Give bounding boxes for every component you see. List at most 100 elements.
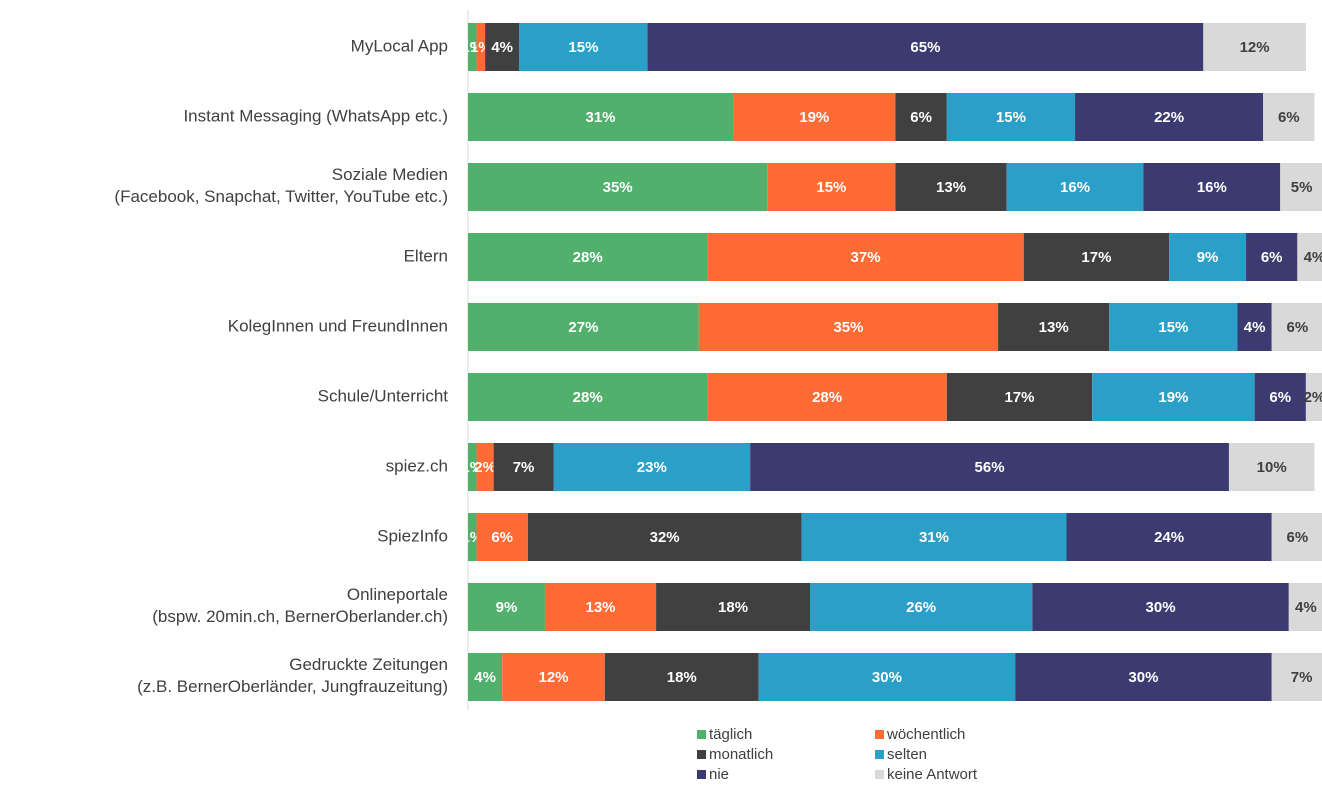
value-label: 18% [718, 599, 748, 616]
bar-segment [1015, 653, 1272, 701]
bar-segment [656, 583, 810, 631]
category-label: MyLocal App [351, 36, 448, 55]
bar-segment [1297, 233, 1322, 281]
legend-swatch [697, 750, 706, 759]
value-label: 2% [474, 459, 496, 476]
bar-segment [1075, 93, 1264, 141]
bar-segment [604, 653, 759, 701]
bar-segment [1237, 303, 1272, 351]
bar-segment [1271, 513, 1322, 561]
bar-segment [946, 373, 1093, 421]
value-label: 37% [851, 249, 881, 266]
category-label: spiez.ch [386, 456, 448, 475]
bar-segment [468, 163, 768, 211]
value-label: 6% [1287, 319, 1309, 336]
value-label: 7% [1291, 669, 1313, 686]
legend-swatch [875, 770, 884, 779]
bar-segment [519, 23, 648, 71]
bar-segment [527, 513, 802, 561]
bar-segment [998, 303, 1110, 351]
bar-segment [1109, 303, 1238, 351]
bar-segment [1254, 373, 1306, 421]
bar-segment [468, 233, 708, 281]
bar-segment [647, 23, 1204, 71]
bar-segment [468, 653, 503, 701]
bar-segment [1143, 163, 1281, 211]
value-label: 16% [1060, 179, 1090, 196]
bar-segment [502, 653, 605, 701]
category-label: Schule/Unterricht [318, 386, 449, 405]
legend-label: monatlich [709, 746, 773, 763]
value-label: 30% [872, 669, 902, 686]
value-label: 6% [1261, 249, 1283, 266]
value-label: 26% [906, 599, 936, 616]
value-label: 35% [603, 179, 633, 196]
bar-segment [493, 443, 554, 491]
value-label: 17% [1004, 389, 1034, 406]
category-label: Gedruckte Zeitungen (z.B. BernerOberlände… [137, 655, 448, 696]
value-label: 31% [586, 109, 616, 126]
value-label: 6% [1278, 109, 1300, 126]
value-label: 7% [513, 459, 535, 476]
legend-swatch [697, 770, 706, 779]
value-label: 56% [975, 459, 1005, 476]
value-label: 15% [568, 39, 598, 56]
value-label: 15% [1158, 319, 1188, 336]
value-label: 4% [474, 669, 496, 686]
value-label: 12% [538, 669, 568, 686]
legend-label: nie [709, 766, 729, 783]
value-label: 31% [919, 529, 949, 546]
category-label: SpiezInfo [377, 526, 448, 545]
value-label: 6% [1287, 529, 1309, 546]
bar-segment [1006, 163, 1144, 211]
bar-segment [733, 93, 896, 141]
bar-segment [1263, 93, 1315, 141]
value-label: 28% [573, 389, 603, 406]
value-label: 30% [1146, 599, 1176, 616]
bar-segment [1246, 233, 1298, 281]
value-label: 17% [1081, 249, 1111, 266]
bar-segment [1228, 443, 1315, 491]
bar-segment [1203, 23, 1306, 71]
bar-segment [485, 23, 520, 71]
bar-segment [468, 303, 699, 351]
value-label: 13% [586, 599, 616, 616]
bar-segment [1271, 653, 1322, 701]
bar-segment [1066, 513, 1272, 561]
bar-segment [544, 583, 657, 631]
value-label: 4% [491, 39, 513, 56]
value-label: 4% [1244, 319, 1266, 336]
bar-segment [946, 93, 1076, 141]
value-label: 15% [996, 109, 1026, 126]
legend-label: wöchentlich [886, 726, 965, 743]
legend-label: selten [887, 746, 927, 763]
bar-segment [707, 373, 947, 421]
value-label: 10% [1257, 459, 1287, 476]
bar-segment [476, 443, 494, 491]
bar-segment [1023, 233, 1170, 281]
value-label: 19% [1158, 389, 1188, 406]
bar-segment [468, 93, 734, 141]
category-label: KolegInnen und FreundInnen [228, 316, 448, 335]
category-label: Instant Messaging (WhatsApp etc.) [183, 106, 448, 125]
category-label: Soziale Medien (Facebook, Snapchat, Twitt… [114, 165, 448, 206]
bar-segment [1280, 163, 1322, 211]
bar-segment [1092, 373, 1255, 421]
value-label: 28% [573, 249, 603, 266]
bar-segment [1305, 373, 1322, 421]
bar-segment [707, 233, 1024, 281]
value-label: 18% [667, 669, 697, 686]
value-label: 30% [1128, 669, 1158, 686]
bar-segment [698, 303, 999, 351]
value-label: 5% [1291, 179, 1313, 196]
value-label: 9% [496, 599, 518, 616]
value-label: 6% [1269, 389, 1291, 406]
value-label: 13% [1039, 319, 1069, 336]
bar-segment [750, 443, 1229, 491]
bar-segment [468, 443, 477, 491]
bar-segment [1271, 303, 1322, 351]
value-label: 16% [1197, 179, 1227, 196]
bar-segment [1032, 583, 1289, 631]
bar-segment [476, 513, 528, 561]
